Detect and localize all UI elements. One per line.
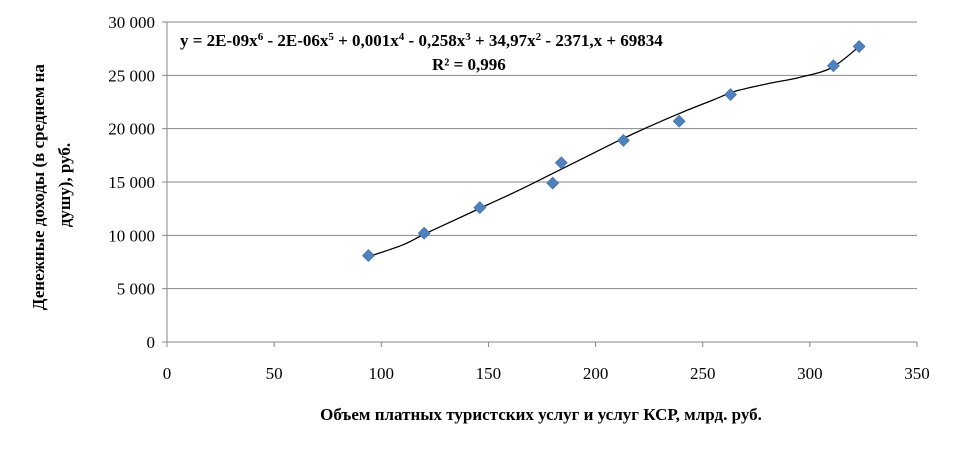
y-tick-label: 30 000: [108, 13, 155, 32]
x-tick-label: 0: [163, 364, 172, 383]
data-point: [554, 156, 568, 170]
r-squared-label: R² = 0,996: [432, 55, 506, 74]
equation-term: + 0,001x: [334, 31, 399, 50]
y-tick-label: 5 000: [117, 280, 155, 299]
equation-term: - 0,258x: [404, 31, 465, 50]
y-tick-label: 0: [147, 333, 156, 352]
x-tick-label: 200: [583, 364, 609, 383]
data-point: [617, 133, 630, 147]
equation-term: - 2E-06x: [263, 31, 329, 50]
equation-exponent: 6: [258, 31, 264, 43]
y-tick-label: 20 000: [108, 120, 155, 139]
x-tick-label: 150: [476, 364, 502, 383]
equation-exponent: 4: [399, 31, 405, 43]
y-axis-title: Денежные доходы (в среднем на душу), руб…: [29, 60, 74, 310]
x-tick-label: 50: [266, 364, 283, 383]
data-point: [672, 114, 686, 128]
equation-term: - 2371,x + 69834: [541, 31, 663, 50]
data-point: [417, 226, 431, 240]
data-point: [362, 249, 375, 263]
x-axis-ticks: 0 50 100 150 200 250 300 350: [163, 342, 930, 383]
data-points: [362, 40, 866, 263]
trend-equation: y = 2E-09x6 - 2E-06x5 + 0,001x4 - 0,258x…: [180, 31, 663, 50]
x-axis-title: Объем платных туристских услуг и услуг К…: [320, 405, 762, 424]
data-point: [827, 59, 840, 73]
equation-exponent: 5: [328, 31, 334, 43]
y-tick-label: 10 000: [108, 226, 155, 245]
data-point: [473, 201, 487, 215]
y-axis-ticks: 0 5 000 10 000 15 000 20 000 25 000 30 000: [108, 13, 167, 352]
x-tick-label: 300: [797, 364, 823, 383]
equation-exponent: 2: [536, 31, 542, 43]
data-point: [852, 40, 866, 53]
gridlines: [167, 21, 917, 290]
x-tick-label: 350: [904, 364, 930, 383]
y-axis-title-line-1: Денежные доходы (в среднем на: [29, 64, 48, 311]
trendline: [368, 46, 860, 258]
equation-term: + 34,97x: [471, 31, 536, 50]
y-tick-label: 15 000: [108, 173, 155, 192]
y-tick-label: 25 000: [108, 66, 155, 85]
equation-term: y = 2E-09x: [180, 31, 258, 50]
equation-exponent: 3: [465, 31, 471, 43]
data-point: [724, 88, 737, 101]
data-point: [546, 176, 560, 190]
y-axis-title-line-2: душу), руб.: [55, 143, 74, 227]
x-tick-label: 250: [690, 364, 716, 383]
x-tick-label: 100: [369, 364, 395, 383]
